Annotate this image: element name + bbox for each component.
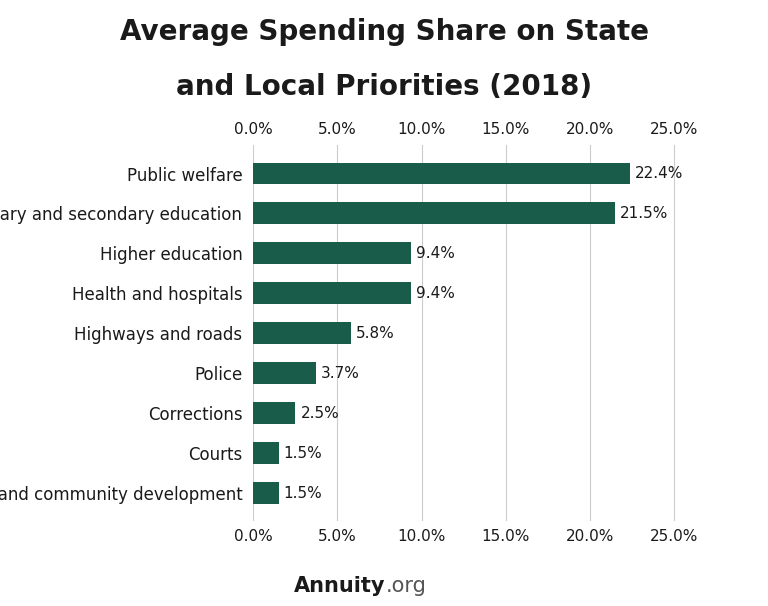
Text: 3.7%: 3.7% <box>321 366 359 381</box>
Text: 9.4%: 9.4% <box>416 286 455 301</box>
Bar <box>253 442 279 464</box>
Text: 22.4%: 22.4% <box>635 166 684 181</box>
Text: 21.5%: 21.5% <box>620 206 668 221</box>
Bar <box>253 482 279 504</box>
Text: 2.5%: 2.5% <box>300 405 339 421</box>
Bar <box>253 202 615 224</box>
Text: Annuity: Annuity <box>294 576 386 596</box>
Text: 9.4%: 9.4% <box>416 246 455 261</box>
Bar <box>253 322 351 344</box>
Text: and Local Priorities (2018): and Local Priorities (2018) <box>176 73 592 101</box>
Bar <box>253 362 316 384</box>
Text: Average Spending Share on State: Average Spending Share on State <box>120 18 648 46</box>
Text: 5.8%: 5.8% <box>356 326 395 341</box>
Bar <box>253 242 412 264</box>
Text: 1.5%: 1.5% <box>283 445 323 461</box>
Bar <box>253 282 412 304</box>
Text: .org: .org <box>386 576 426 596</box>
Text: 1.5%: 1.5% <box>283 485 323 501</box>
Bar <box>253 162 630 184</box>
Bar <box>253 402 296 424</box>
